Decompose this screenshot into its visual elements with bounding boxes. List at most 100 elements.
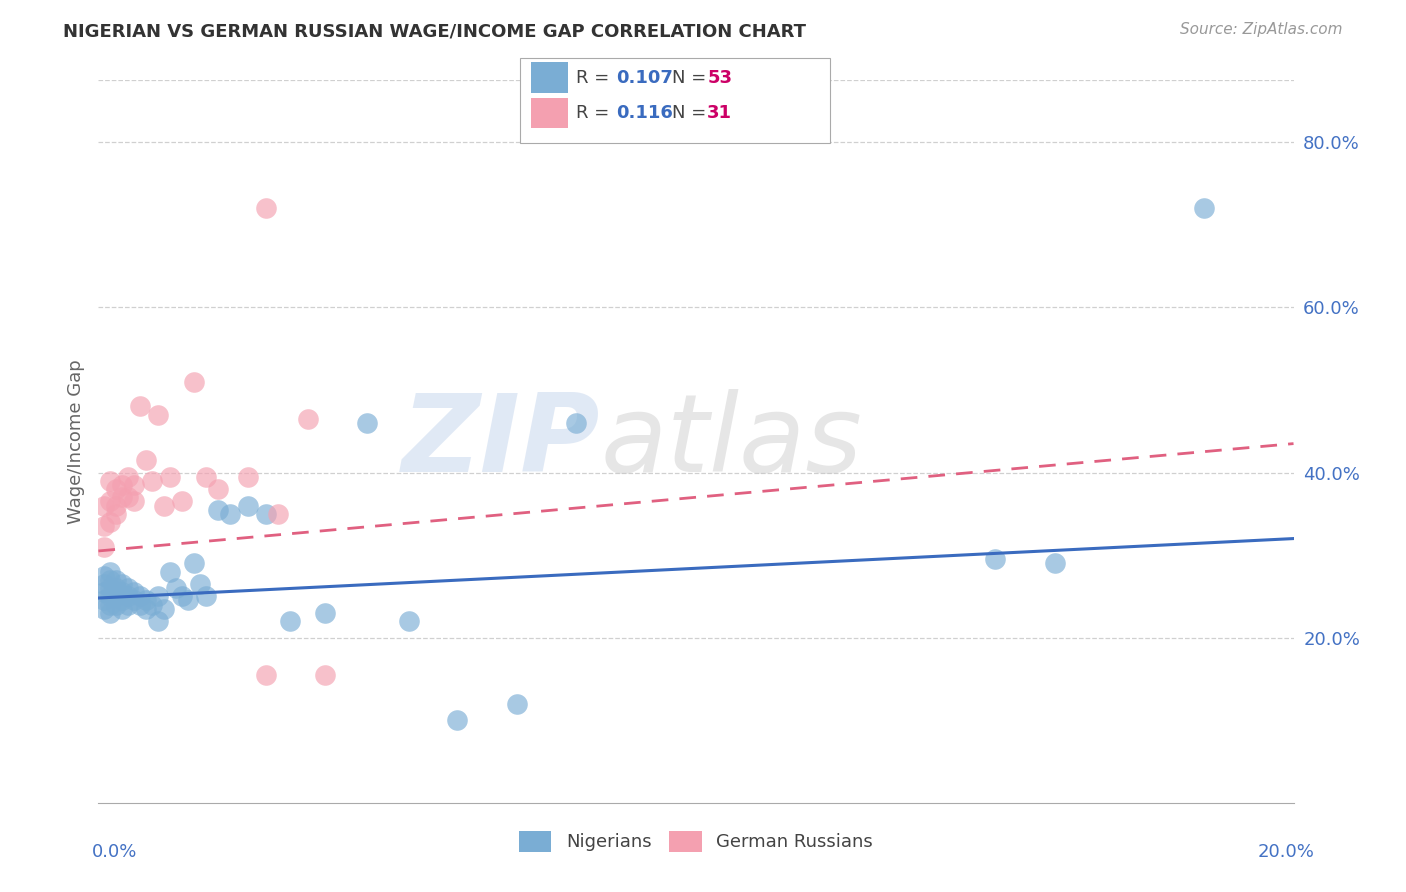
Point xyxy=(165,581,187,595)
Text: 0.116: 0.116 xyxy=(616,104,672,122)
Point xyxy=(254,201,277,215)
Point xyxy=(105,482,128,496)
Point xyxy=(111,577,134,591)
Point xyxy=(129,400,152,414)
Text: N =: N = xyxy=(672,104,711,122)
Legend: Nigerians, German Russians: Nigerians, German Russians xyxy=(512,823,880,859)
Point xyxy=(565,416,588,430)
Point xyxy=(183,557,205,571)
Point xyxy=(98,474,122,488)
Point xyxy=(98,573,122,587)
Point xyxy=(315,668,337,682)
Text: Source: ZipAtlas.com: Source: ZipAtlas.com xyxy=(1180,22,1343,37)
Point xyxy=(188,577,211,591)
Point xyxy=(159,565,181,579)
Point xyxy=(93,568,115,582)
Point xyxy=(148,614,170,628)
Point xyxy=(172,494,194,508)
Point xyxy=(105,598,128,612)
Text: 0.0%: 0.0% xyxy=(91,843,136,861)
Point xyxy=(153,499,176,513)
Point xyxy=(1043,557,1066,571)
Point xyxy=(105,507,128,521)
Point xyxy=(236,469,259,483)
Point xyxy=(98,598,122,612)
Point xyxy=(117,590,139,604)
Text: R =: R = xyxy=(576,104,616,122)
Point xyxy=(135,601,157,615)
Point xyxy=(141,598,163,612)
Text: R =: R = xyxy=(576,69,616,87)
Point xyxy=(356,416,378,430)
Point xyxy=(117,598,139,612)
Point xyxy=(183,375,205,389)
Text: 31: 31 xyxy=(707,104,733,122)
Point xyxy=(207,502,229,516)
Point xyxy=(98,515,122,529)
Point xyxy=(93,540,115,554)
Text: 0.107: 0.107 xyxy=(616,69,672,87)
Point xyxy=(105,590,128,604)
Point xyxy=(98,606,122,620)
Point xyxy=(111,478,134,492)
Point xyxy=(98,590,122,604)
Point xyxy=(148,590,170,604)
Point xyxy=(207,482,229,496)
Point xyxy=(153,601,176,615)
Point xyxy=(105,499,128,513)
Point xyxy=(984,552,1007,566)
Point xyxy=(398,614,420,628)
Text: 20.0%: 20.0% xyxy=(1258,843,1315,861)
Text: 53: 53 xyxy=(707,69,733,87)
Point xyxy=(177,593,200,607)
Point xyxy=(135,453,157,467)
Point xyxy=(111,593,134,607)
Point xyxy=(135,593,157,607)
Point xyxy=(124,585,146,599)
Point xyxy=(148,408,170,422)
Point xyxy=(159,469,181,483)
Point xyxy=(124,478,146,492)
Point xyxy=(172,590,194,604)
Point xyxy=(195,590,218,604)
Point xyxy=(98,494,122,508)
Point xyxy=(124,494,146,508)
Point xyxy=(236,499,259,513)
Point xyxy=(124,593,146,607)
Point xyxy=(93,519,115,533)
Point xyxy=(93,585,115,599)
Point xyxy=(446,713,468,727)
Point xyxy=(111,490,134,504)
Point xyxy=(117,490,139,504)
Point xyxy=(278,614,301,628)
Point xyxy=(129,590,152,604)
Point xyxy=(111,601,134,615)
Point xyxy=(315,606,337,620)
Point xyxy=(117,469,139,483)
Point xyxy=(93,601,115,615)
Text: N =: N = xyxy=(672,69,711,87)
Point xyxy=(297,412,319,426)
Point xyxy=(98,581,122,595)
Point xyxy=(93,499,115,513)
Text: NIGERIAN VS GERMAN RUSSIAN WAGE/INCOME GAP CORRELATION CHART: NIGERIAN VS GERMAN RUSSIAN WAGE/INCOME G… xyxy=(63,22,806,40)
Text: ZIP: ZIP xyxy=(402,389,600,494)
Point xyxy=(195,469,218,483)
Text: atlas: atlas xyxy=(600,389,862,494)
Point xyxy=(219,507,242,521)
Point xyxy=(141,474,163,488)
Point xyxy=(254,507,277,521)
Point xyxy=(98,565,122,579)
Y-axis label: Wage/Income Gap: Wage/Income Gap xyxy=(66,359,84,524)
Point xyxy=(93,577,115,591)
Point xyxy=(1192,201,1215,215)
Point xyxy=(93,593,115,607)
Point xyxy=(117,581,139,595)
Point xyxy=(105,581,128,595)
Point xyxy=(105,573,128,587)
Point xyxy=(506,697,529,711)
Point xyxy=(129,598,152,612)
Point xyxy=(267,507,290,521)
Point xyxy=(254,668,277,682)
Point xyxy=(111,585,134,599)
